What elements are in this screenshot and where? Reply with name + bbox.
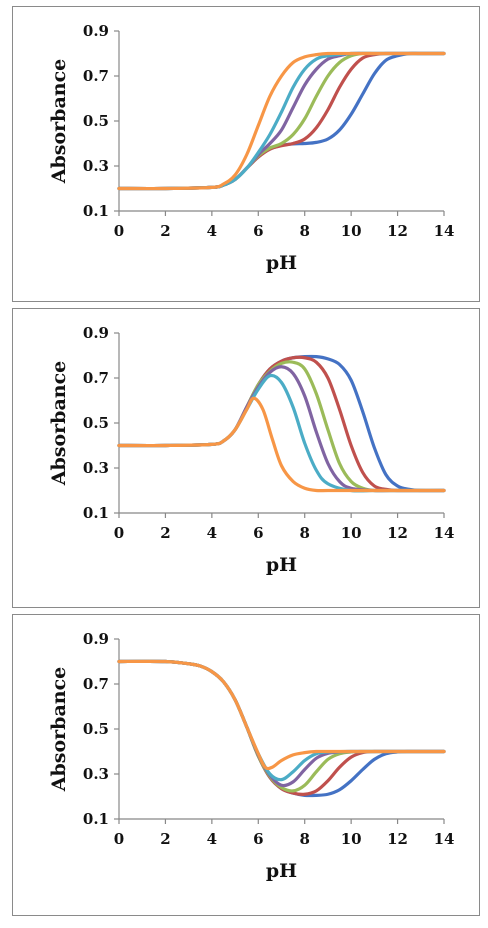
series-line-4 (117, 659, 446, 788)
y-tick-label: 0.5 (83, 112, 109, 130)
y-tick-label: 0.5 (83, 414, 109, 432)
x-tick-label: 4 (207, 222, 217, 240)
x-tick-label: 2 (160, 222, 170, 240)
y-axis-title: Absorbance (48, 667, 70, 792)
chart-panel-1: 0.1 0.3 0.5 0.7 0.9 0 2 4 6 8 10 12 14 pH Absorbance (12, 6, 480, 302)
chart-3: 0.1 0.3 0.5 0.7 0.9 0 2 4 6 8 10 12 14 pH Absorbance (48, 630, 455, 882)
y-tick-label: 0.9 (83, 630, 109, 648)
series-line-2 (117, 355, 446, 493)
x-tick-label: 8 (299, 222, 309, 240)
y-tick-label: 0.3 (83, 765, 109, 783)
x-tick-label: 4 (207, 524, 217, 542)
series-line-6 (117, 396, 446, 493)
series-line-1 (117, 354, 446, 493)
x-tick-label: 12 (387, 222, 408, 240)
x-tick-label: 6 (253, 830, 263, 848)
y-tick-label: 0.9 (83, 324, 109, 342)
y-tick-label: 0.1 (83, 810, 109, 828)
chart-1: 0.1 0.3 0.5 0.7 0.9 0 2 4 6 8 10 12 14 pH Absorbance (48, 22, 455, 274)
chart-panel-3: 0.1 0.3 0.5 0.7 0.9 0 2 4 6 8 10 12 14 pH Absorbance (12, 614, 480, 916)
y-tick-label: 0.3 (83, 157, 109, 175)
x-tick-label: 0 (114, 222, 124, 240)
y-axis-title: Absorbance (48, 361, 70, 486)
y-tick-label: 0.1 (83, 202, 109, 220)
y-tick-label: 0.1 (83, 504, 109, 522)
x-tick-label: 10 (341, 830, 362, 848)
y-tick-label: 0.7 (83, 675, 109, 693)
x-tick-label: 12 (387, 830, 408, 848)
y-tick-label: 0.9 (83, 22, 109, 40)
x-tick-label: 2 (160, 830, 170, 848)
x-tick-label: 6 (253, 524, 263, 542)
y-tick-label: 0.5 (83, 720, 109, 738)
chart-2: 0.1 0.3 0.5 0.7 0.9 0 2 4 6 8 10 12 14 pH Absorbance (48, 324, 455, 576)
y-axis-title: Absorbance (48, 59, 70, 184)
series-line-6 (117, 51, 446, 191)
x-tick-label: 8 (299, 830, 309, 848)
x-axis-title: pH (266, 554, 297, 576)
x-tick-label: 14 (434, 524, 455, 542)
x-tick-label: 2 (160, 524, 170, 542)
y-tick-label: 0.3 (83, 459, 109, 477)
x-tick-label: 14 (434, 222, 455, 240)
x-tick-label: 14 (434, 830, 455, 848)
x-tick-label: 0 (114, 830, 124, 848)
series-line-2 (117, 659, 446, 796)
series-line-6 (117, 659, 446, 771)
x-tick-label: 10 (341, 222, 362, 240)
series-line-3 (117, 659, 446, 793)
x-tick-label: 4 (207, 830, 217, 848)
series-line-5 (117, 373, 446, 493)
chart-panel-2: 0.1 0.3 0.5 0.7 0.9 0 2 4 6 8 10 12 14 pH Absorbance (12, 308, 480, 608)
series-line-1 (117, 659, 446, 798)
x-tick-label: 8 (299, 524, 309, 542)
x-tick-label: 0 (114, 524, 124, 542)
y-tick-label: 0.7 (83, 369, 109, 387)
x-tick-label: 12 (387, 524, 408, 542)
x-axis-title: pH (266, 252, 297, 274)
x-tick-label: 10 (341, 524, 362, 542)
x-tick-label: 6 (253, 222, 263, 240)
y-tick-label: 0.7 (83, 67, 109, 85)
x-axis-title: pH (266, 860, 297, 882)
